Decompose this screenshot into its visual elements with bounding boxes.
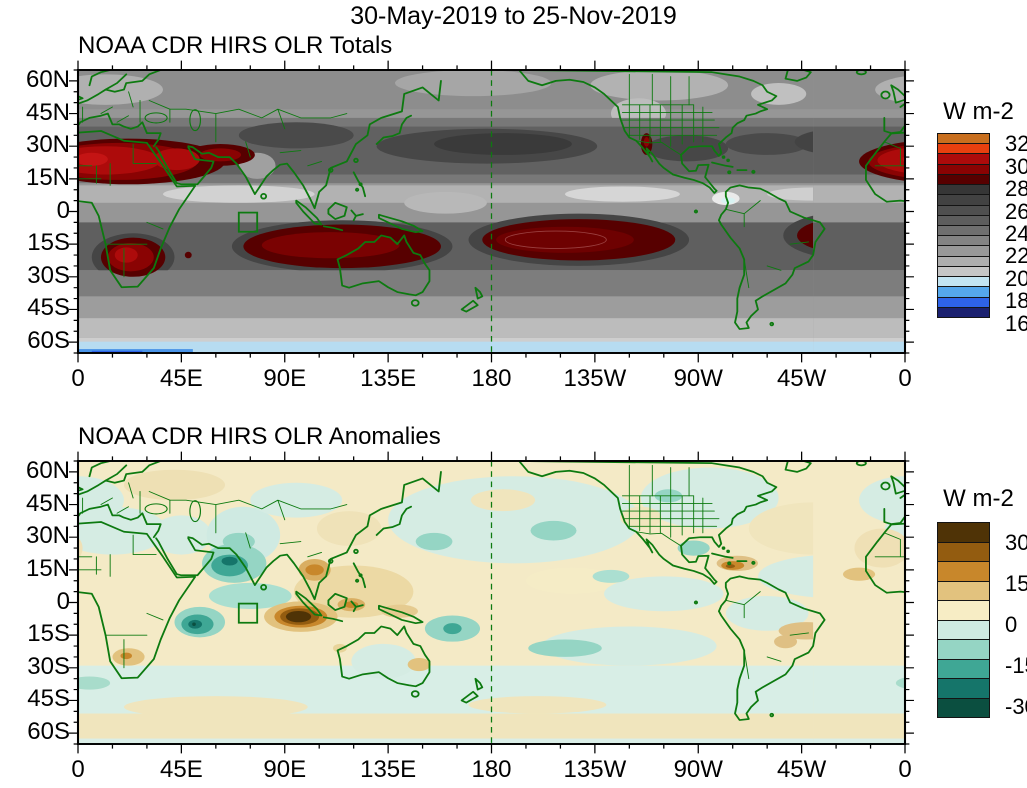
lat-tick-label: 60N xyxy=(25,65,70,93)
colorbar-box xyxy=(937,678,990,699)
lon-tick-label: 90W xyxy=(673,365,723,392)
colorbar-box xyxy=(937,522,990,543)
lat-tick-label: 45S xyxy=(27,294,70,322)
colorbar-box xyxy=(937,306,990,318)
figure-title: 30-May-2019 to 25-Nov-2019 xyxy=(350,2,677,30)
lat-tick-label: 45S xyxy=(27,685,70,713)
colorbar-box xyxy=(937,580,990,601)
colorbar-tick-label: 15 xyxy=(1005,570,1027,596)
axis-tick-marks xyxy=(69,451,914,754)
colorbar-tick-label: -15 xyxy=(1005,652,1027,678)
panel-anomalies-subtitle: NOAA CDR HIRS OLR Anomalies xyxy=(78,423,441,450)
lat-tick-label: 30N xyxy=(25,522,70,550)
anomalies-map-frame xyxy=(76,460,907,745)
lon-tick-label: 0 xyxy=(898,365,912,392)
lat-tick-label: 15S xyxy=(27,620,70,648)
lon-tick-label: 0 xyxy=(71,365,85,392)
axis-tick-marks xyxy=(69,60,914,363)
totals-x-axis: 0 45E 90E 135E 180 135W 90W 45W 0 xyxy=(71,359,911,392)
lat-tick-label: 45N xyxy=(25,98,70,126)
lat-tick-label: 15S xyxy=(27,229,70,257)
lon-tick-label: 90E xyxy=(263,365,307,392)
colorbar-box xyxy=(937,639,990,660)
colorbar-tick-label: -30 xyxy=(1005,693,1027,719)
anomalies-map-ticks xyxy=(69,451,914,754)
lon-tick-label: 135E xyxy=(360,756,417,783)
totals-colorbar-units: W m-2 xyxy=(943,98,1014,125)
totals-colorbar-boxes: 320300280260240220200180160 xyxy=(937,131,1027,336)
lon-tick-label: 45W xyxy=(776,756,827,783)
anomalies-colorbar-boxes: 30 15 0 -15 -30 xyxy=(937,522,1027,727)
colorbar-box xyxy=(937,697,990,718)
lon-tick-label: 0 xyxy=(898,756,912,783)
lon-tick-label: 45E xyxy=(160,365,203,392)
lon-tick-label: 135W xyxy=(563,365,627,392)
lat-tick-label: 30S xyxy=(27,652,70,680)
olr-anomalies-map: 60N 45N 30N 15N 0 15S 30S 45S 60S xyxy=(26,451,914,754)
colorbar-tick-label: 180 xyxy=(1005,288,1027,314)
olr-totals-map-canvas xyxy=(69,60,914,363)
lon-tick-label: 0 xyxy=(71,756,85,783)
lat-tick-label: 60N xyxy=(25,456,70,484)
lat-tick-label: 60S xyxy=(27,326,70,354)
lat-tick-label: 15N xyxy=(25,163,70,191)
lat-tick-label: 45N xyxy=(25,489,70,517)
lon-tick-label: 180 xyxy=(471,756,512,783)
lat-tick-label: 30N xyxy=(25,131,70,159)
colorbar-box xyxy=(937,541,990,562)
lon-tick-label: 135W xyxy=(563,756,627,783)
totals-map-ticks xyxy=(69,60,914,363)
lon-tick-label: 90E xyxy=(263,756,307,783)
lat-tick-label: 60S xyxy=(27,717,70,745)
lat-tick-label: 0 xyxy=(56,587,70,615)
colorbar-box xyxy=(937,619,990,640)
lon-tick-label: 135E xyxy=(360,365,417,392)
colorbar-tick-label: 240 xyxy=(1005,221,1027,246)
colorbar-box xyxy=(937,561,990,582)
lon-tick-label: 180 xyxy=(471,365,512,392)
lat-tick-label: 15N xyxy=(25,554,70,582)
anomalies-map-layers xyxy=(78,461,905,744)
colorbar-tick-label: 280 xyxy=(1005,176,1027,202)
lon-tick-label: 90W xyxy=(673,756,723,783)
colorbar-tick-label: 160 xyxy=(1005,310,1027,336)
totals-map-layers xyxy=(78,70,905,353)
panel-totals-subtitle: NOAA CDR HIRS OLR Totals xyxy=(78,32,393,59)
anomalies-x-axis: 0 45E 90E 135E 180 135W 90W 45W 0 xyxy=(71,750,911,783)
colorbar-tick-label: 30 xyxy=(1005,529,1027,555)
totals-map-frame xyxy=(76,69,907,354)
colorbar-tick-label: 0 xyxy=(1005,611,1018,637)
colorbar-box xyxy=(937,658,990,679)
lon-tick-label: 45E xyxy=(160,756,203,783)
olr-totals-map: 60N 45N 30N 15N 0 15S 30S 45S 60S xyxy=(26,60,914,363)
colorbar-tick-label: 220 xyxy=(1005,243,1027,269)
olr-anomalies-map-canvas xyxy=(69,451,914,754)
anomalies-colorbar-units: W m-2 xyxy=(943,485,1014,512)
colorbar-tick-label: 300 xyxy=(1005,153,1027,179)
colorbar-box xyxy=(937,600,990,621)
lon-tick-label: 45W xyxy=(776,365,827,392)
colorbar-tick-label: 200 xyxy=(1005,265,1027,291)
colorbar-tick-label: 260 xyxy=(1005,198,1027,224)
colorbar-tick-label: 320 xyxy=(1005,131,1027,157)
lat-tick-label: 0 xyxy=(56,196,70,224)
lat-tick-label: 30S xyxy=(27,261,70,289)
